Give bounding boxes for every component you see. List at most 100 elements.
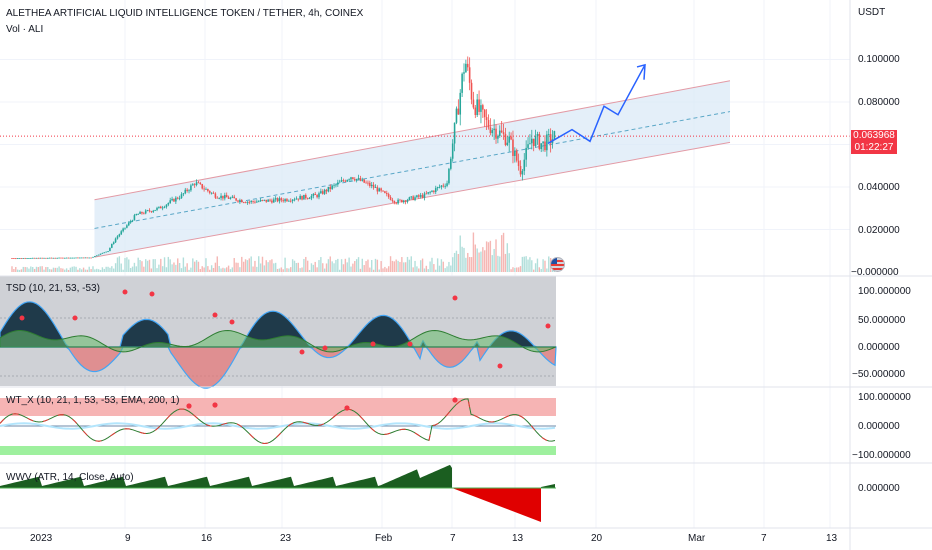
candle-body — [344, 180, 347, 182]
volume-bar — [459, 235, 461, 272]
candle-body — [169, 200, 171, 203]
candle-body — [48, 257, 51, 259]
candle-body — [24, 258, 26, 259]
candle-body — [408, 197, 411, 200]
tsd-cross-dot — [19, 315, 25, 321]
candle-body — [156, 207, 158, 210]
volume-bar — [97, 269, 100, 272]
candle-body — [52, 257, 55, 259]
wt-cross-dot — [186, 403, 192, 409]
volume-bar — [421, 258, 424, 272]
volume-bar — [65, 268, 68, 272]
candle-body — [389, 197, 392, 200]
candle-body — [457, 108, 460, 115]
volume-bar — [529, 257, 531, 272]
candle-body — [30, 257, 32, 259]
candle-body — [150, 211, 153, 213]
volume-bar — [261, 256, 264, 272]
candle-body — [438, 186, 441, 188]
candle-body — [421, 195, 424, 198]
candle-body — [122, 228, 124, 232]
volume-bar — [227, 265, 230, 272]
candle-body — [107, 250, 109, 252]
candle-body — [154, 209, 156, 211]
candle-body — [427, 192, 430, 194]
candle-body — [333, 184, 335, 186]
candle-body — [69, 257, 72, 259]
candle-body — [114, 238, 117, 243]
candle-body — [165, 204, 168, 207]
volume-bar — [248, 258, 250, 272]
volume-bar — [314, 261, 316, 272]
candle-body — [67, 257, 70, 259]
candle-body — [111, 244, 113, 248]
candle-body — [425, 193, 428, 195]
us-flag-icon[interactable] — [550, 257, 565, 272]
wt-cross-dot — [344, 405, 350, 411]
candle-body — [448, 168, 450, 184]
time-tick: 13 — [512, 533, 524, 544]
candle-body — [271, 200, 273, 203]
volume-bar — [50, 269, 53, 272]
volume-bar — [231, 267, 234, 272]
volume-bar — [352, 263, 354, 272]
volume-bar — [438, 265, 441, 272]
volume-bar — [450, 265, 452, 272]
volume-bar — [54, 267, 57, 272]
volume-bar — [229, 269, 232, 272]
wwv-recovery-area — [541, 484, 555, 488]
volume-bar — [320, 257, 322, 272]
volume-bar — [365, 261, 367, 272]
volume-bar — [478, 252, 480, 272]
candle-body — [320, 191, 322, 194]
volume-bar — [148, 259, 151, 272]
candle-body — [474, 107, 477, 116]
volume-bar — [544, 260, 546, 272]
candle-body — [323, 189, 326, 194]
volume-bar — [222, 267, 224, 272]
candle-body — [99, 253, 102, 255]
price-tick: 0.080000 — [858, 97, 900, 108]
volume-bar — [369, 267, 371, 272]
candle-body — [312, 193, 315, 196]
volume-bar — [226, 267, 228, 272]
volume-bar — [271, 259, 273, 272]
volume-bar — [482, 247, 484, 272]
volume-bar — [216, 256, 218, 272]
volume-bar — [256, 266, 258, 272]
candle-body — [367, 182, 369, 184]
candle-body — [26, 258, 28, 259]
candle-body — [205, 189, 207, 190]
candle-body — [182, 193, 185, 195]
volume-bar — [80, 269, 83, 272]
candle-body — [461, 73, 463, 93]
volume-bar — [340, 259, 343, 272]
candle-body — [418, 195, 420, 197]
volume-bar — [448, 261, 450, 272]
volume-bar — [401, 257, 403, 272]
candle-body — [450, 158, 452, 169]
volume-bar — [363, 265, 365, 272]
candle-body — [195, 182, 198, 186]
candle-body — [77, 257, 79, 259]
candle-body — [257, 201, 260, 203]
candle-body — [237, 200, 239, 202]
volume-bar — [423, 268, 426, 272]
candle-body — [112, 242, 115, 245]
candle-body — [186, 189, 188, 191]
volume-bar — [387, 266, 390, 272]
candle-body — [254, 201, 256, 203]
volume-bar — [88, 266, 90, 272]
candle-body — [372, 184, 375, 188]
volume-bar — [393, 261, 396, 272]
volume-bar — [77, 269, 79, 272]
volume-bar — [86, 269, 89, 272]
candle-body — [436, 187, 439, 189]
candle-body — [159, 206, 162, 209]
volume-bar — [480, 251, 482, 272]
candle-body — [62, 257, 64, 259]
candle-body — [353, 179, 356, 181]
candle-body — [103, 252, 106, 254]
candle-body — [519, 165, 522, 175]
candle-body — [314, 193, 317, 195]
